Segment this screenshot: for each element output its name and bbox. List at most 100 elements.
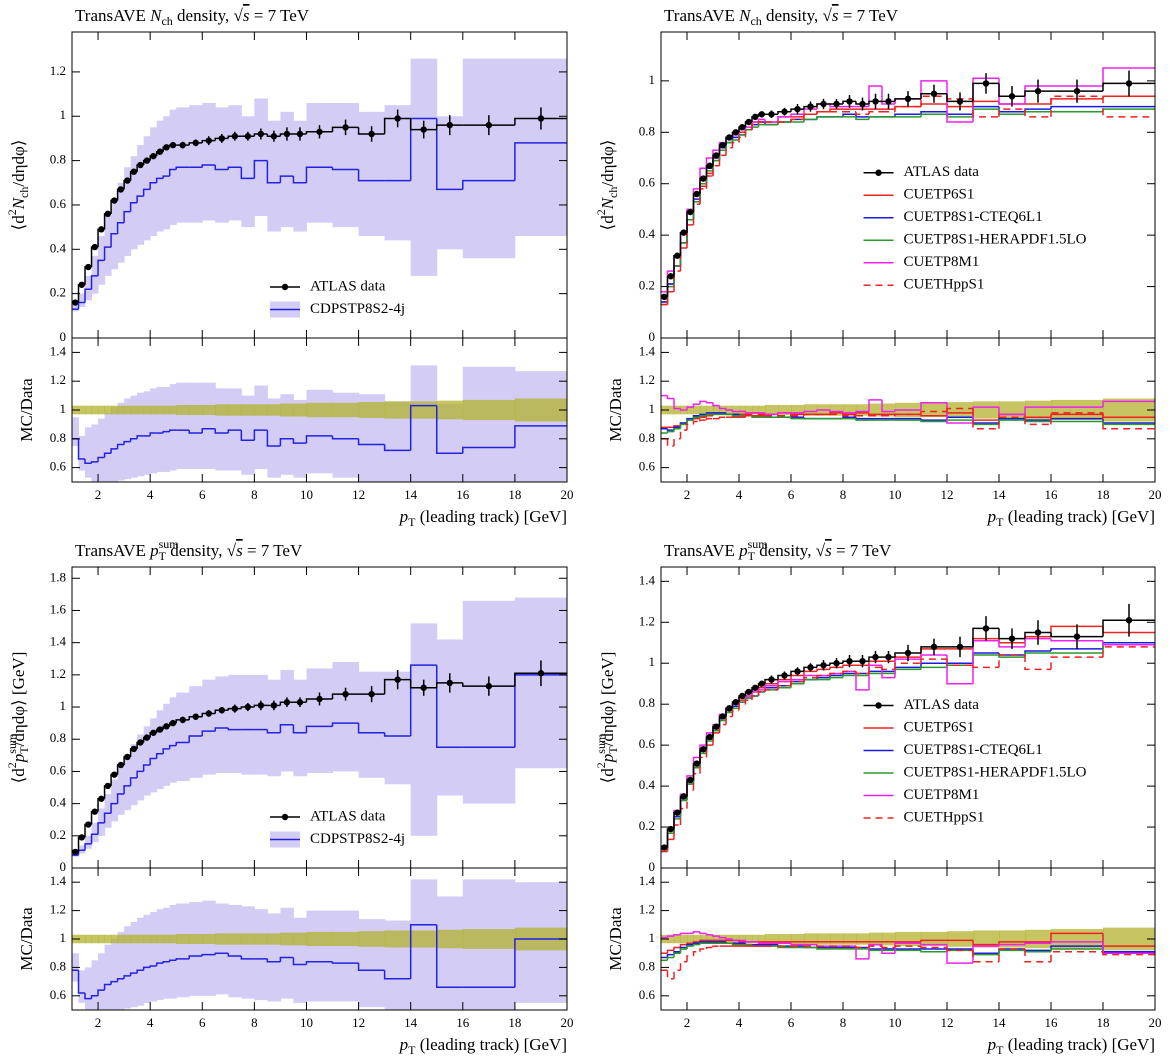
mc-ratio-step [666, 428, 674, 431]
mc-ratio-band [124, 398, 132, 480]
mc-ratio-band [124, 926, 132, 1009]
mc-band [410, 58, 438, 276]
legend-label: CDPSTP8S2-4j [310, 831, 405, 847]
mc-step [149, 757, 157, 765]
mc-step [175, 166, 190, 170]
mc-step [129, 777, 138, 786]
label-part: 2 [5, 209, 19, 215]
data-point [420, 684, 427, 691]
data-point [745, 688, 752, 696]
data-point [231, 133, 239, 140]
mc-step [1102, 108, 1155, 112]
y-tick-label: 1 [649, 654, 656, 669]
mc-band [130, 744, 138, 806]
label-part: /dηdφ⟩ [GeV] [9, 652, 28, 747]
mc-step [279, 175, 294, 183]
data-ratio-band [693, 405, 701, 415]
mc-band [176, 107, 190, 223]
data-point [820, 100, 827, 108]
ratio-y-tick-label: 1.4 [639, 343, 656, 358]
mc-step [686, 224, 694, 248]
x-tick-label: 18 [1097, 1015, 1110, 1030]
mc-ratio-step [712, 402, 720, 407]
legend: ATLAS data CUETP6S1 CUETP8S1-CTEQ6L1 CUETP8… [863, 697, 1087, 825]
y-tick-label: 0.8 [50, 152, 66, 167]
mc-ratio-step [725, 937, 733, 940]
mc-ratio-step [77, 438, 86, 460]
label-part: 2 [5, 762, 19, 768]
mc-step [946, 655, 973, 685]
label-part: N [738, 6, 752, 25]
data-ratio-band [78, 405, 86, 415]
y-tick-label: 1 [60, 107, 67, 122]
mc-ratio-step [1024, 948, 1051, 963]
x-tick-label: 8 [840, 1015, 847, 1030]
legend-label: CUETHppS1 [904, 809, 985, 825]
rich-label: TransAVE psum T density, √s = 7 TeV [75, 537, 303, 563]
mc-ratio-step [894, 942, 921, 954]
label-part: s [825, 541, 832, 560]
label-part: TransAVE [75, 541, 150, 560]
mc-ratio-band [202, 382, 216, 470]
mc-ratio-band [143, 914, 151, 1003]
mc-step [292, 724, 307, 734]
data-point [1125, 80, 1133, 87]
mc-ratio-step [790, 943, 804, 946]
legend: ATLAS data CUETP6S1 CUETP8S1-CTEQ6L1 CUETP8… [863, 164, 1087, 293]
mc-ratio-step [292, 438, 307, 444]
mc-ratio-step [129, 438, 138, 442]
label-part: ch [17, 187, 31, 198]
data-ratio-band [947, 402, 974, 418]
mc-ratio-band [137, 917, 145, 1006]
data-ratio-band [921, 402, 948, 418]
x-tick-label: 10 [300, 487, 313, 502]
mc-ratio-band [117, 931, 125, 1010]
mc-band [384, 105, 412, 241]
data-point [283, 130, 291, 138]
data-point [169, 141, 177, 149]
legend-label: CUETP8S1-HERAPDF1.5LO [904, 764, 1087, 780]
mc-step [920, 658, 947, 664]
mc-ratio-step [103, 983, 112, 991]
data-point [104, 210, 112, 218]
data-ratio-band [293, 403, 307, 417]
mc-band [137, 145, 145, 245]
mc-step [435, 665, 463, 749]
data-ratio-band [745, 405, 753, 415]
data-ratio-band [817, 933, 831, 945]
label-part: p [149, 541, 159, 560]
mc-step [116, 793, 125, 804]
mc-step [679, 807, 687, 825]
label-part: TransAVE [664, 541, 739, 560]
data-ratio-band [843, 933, 857, 945]
data-point [872, 653, 879, 661]
mc-band [78, 845, 86, 854]
mc-step [705, 740, 713, 754]
mc-step [266, 729, 281, 734]
mc-step [279, 723, 294, 733]
mc-band [228, 105, 242, 221]
y-tick-label: 0.8 [639, 123, 655, 138]
x-tick-label: 2 [95, 1015, 102, 1030]
mc-step [292, 176, 307, 184]
label-part: N [598, 196, 617, 210]
data-point [156, 726, 164, 733]
data-ratio-band [143, 405, 151, 415]
data-point [137, 739, 144, 746]
mc-step [699, 188, 707, 205]
label-part: ⟨d [9, 215, 28, 231]
mc-band [117, 766, 125, 815]
y-tick-label: 1.8 [50, 569, 66, 584]
data-point [130, 745, 138, 753]
mc-step [305, 725, 333, 733]
mc-ratio-step [920, 946, 947, 949]
data-ratio-band [856, 933, 870, 945]
mc-step [110, 802, 118, 814]
mc-step [718, 146, 726, 158]
mc-step [679, 242, 687, 266]
mc-step [214, 727, 229, 732]
data-point [781, 672, 788, 679]
mc-step [305, 166, 333, 183]
data-point [768, 676, 775, 683]
mc-step [357, 723, 385, 734]
